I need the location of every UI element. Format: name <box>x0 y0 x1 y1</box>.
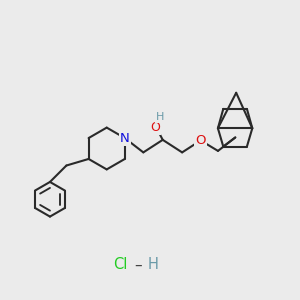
Text: O: O <box>195 134 206 147</box>
Text: H: H <box>148 257 158 272</box>
Text: N: N <box>120 132 130 145</box>
Text: O: O <box>151 121 160 134</box>
Text: –: – <box>134 257 142 272</box>
Text: Cl: Cl <box>113 257 127 272</box>
Text: H: H <box>156 112 164 122</box>
